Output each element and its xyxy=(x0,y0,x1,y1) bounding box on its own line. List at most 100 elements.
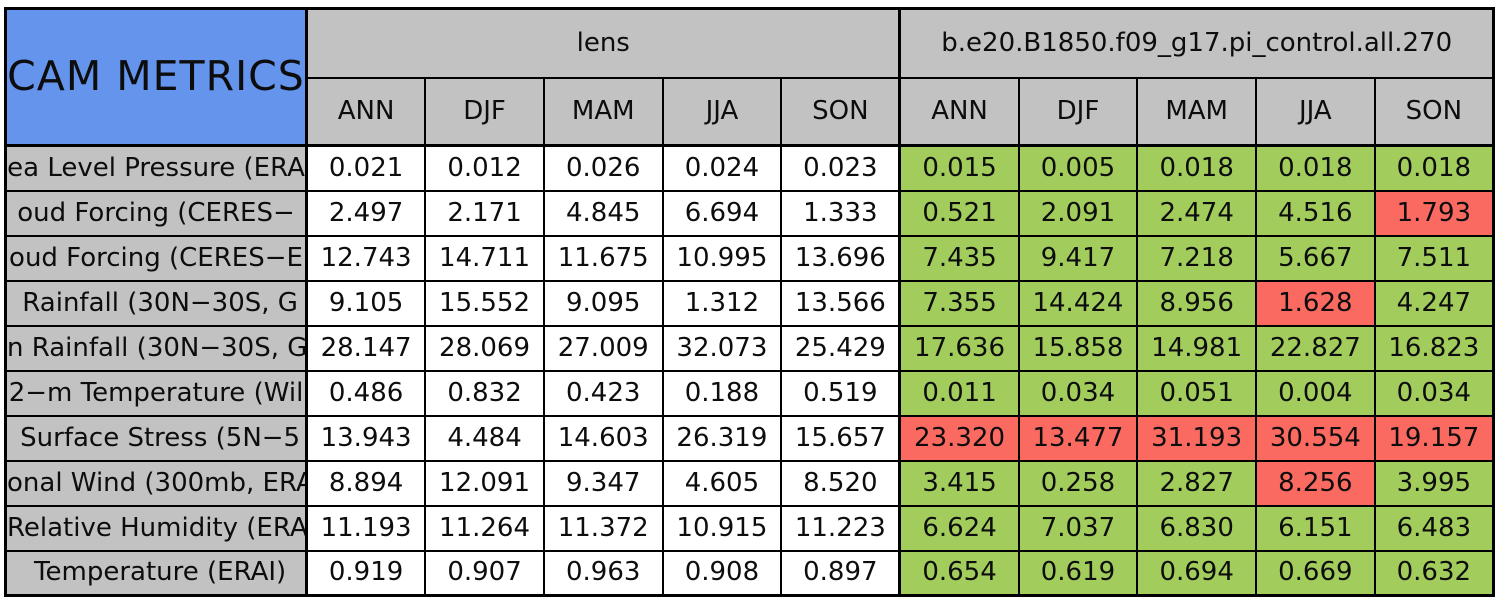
table-row: Relative Humidity (ERAI 11.193 11.264 11.37… xyxy=(4,504,1495,552)
column-group-lens: lens xyxy=(304,7,901,79)
control-value-cell: 3.995 xyxy=(1373,459,1495,507)
control-value-cell: 0.018 xyxy=(1373,144,1495,192)
season-header: ANN xyxy=(305,76,427,147)
control-value-cell: 0.619 xyxy=(1017,549,1139,597)
control-value-cell: 0.694 xyxy=(1136,549,1257,597)
lens-value-cell: 6.694 xyxy=(661,189,783,237)
lens-value-cell: 0.012 xyxy=(424,144,545,192)
control-value-cell: 8.256 xyxy=(1255,459,1376,507)
table-row: Rainfall (30N−30S, G 9.105 15.552 9.095 1.31… xyxy=(4,279,1495,327)
control-value-cell: 22.827 xyxy=(1255,324,1376,372)
lens-value-cell: 8.894 xyxy=(305,459,427,507)
control-value-cell: 3.415 xyxy=(898,459,1020,507)
season-header-row: ANN DJF MAM JJA SON ANN DJF MAM JJA SON xyxy=(6,76,1495,147)
lens-value-cell: 14.603 xyxy=(542,414,664,462)
control-value-cell: 0.632 xyxy=(1373,549,1495,597)
lens-value-cell: 11.223 xyxy=(780,504,901,552)
control-value-cell: 4.247 xyxy=(1373,279,1495,327)
lens-value-cell: 13.696 xyxy=(780,234,901,282)
lens-value-cell: 0.832 xyxy=(424,369,545,417)
control-value-cell: 2.474 xyxy=(1136,189,1257,237)
control-value-cell: 0.034 xyxy=(1017,369,1139,417)
lens-value-cell: 13.943 xyxy=(305,414,427,462)
metric-label: n Rainfall (30N−30S, G xyxy=(4,324,308,372)
season-header: SON xyxy=(1373,76,1495,147)
group-header-row: CAM METRICS lens b.e20.B1850.f09_g17.pi_… xyxy=(4,7,1495,147)
control-value-cell: 6.830 xyxy=(1136,504,1257,552)
lens-value-cell: 28.069 xyxy=(424,324,545,372)
control-value-cell: 7.435 xyxy=(898,234,1020,282)
control-value-cell: 13.477 xyxy=(1017,414,1139,462)
table-row: onal Wind (300mb, ERA 8.894 12.091 9.347 4.6… xyxy=(4,459,1495,507)
control-value-cell: 2.827 xyxy=(1136,459,1257,507)
control-value-cell: 5.667 xyxy=(1255,234,1376,282)
metric-label: Rainfall (30N−30S, G xyxy=(4,279,308,327)
lens-value-cell: 10.995 xyxy=(661,234,783,282)
lens-value-cell: 0.908 xyxy=(661,549,783,597)
lens-value-cell: 0.023 xyxy=(780,144,901,192)
control-value-cell: 0.011 xyxy=(898,369,1020,417)
control-value-cell: 0.004 xyxy=(1255,369,1376,417)
control-value-cell: 17.636 xyxy=(898,324,1020,372)
control-value-cell: 0.051 xyxy=(1136,369,1257,417)
lens-value-cell: 0.021 xyxy=(305,144,427,192)
lens-value-cell: 11.372 xyxy=(542,504,664,552)
table-row: n Rainfall (30N−30S, G 28.147 28.069 27.009… xyxy=(4,324,1495,372)
control-value-cell: 0.015 xyxy=(898,144,1020,192)
control-value-cell: 0.018 xyxy=(1255,144,1376,192)
control-value-cell: 15.858 xyxy=(1017,324,1139,372)
control-value-cell: 16.823 xyxy=(1373,324,1495,372)
season-header: SON xyxy=(780,76,901,147)
cam-metrics-table: CAM METRICS lens b.e20.B1850.f09_g17.pi_… xyxy=(4,7,1495,597)
control-value-cell: 19.157 xyxy=(1373,414,1495,462)
season-header: DJF xyxy=(424,76,545,147)
metric-label: oud Forcing (CERES−E xyxy=(4,234,308,282)
lens-value-cell: 25.429 xyxy=(780,324,901,372)
lens-value-cell: 0.919 xyxy=(305,549,427,597)
control-value-cell: 6.151 xyxy=(1255,504,1376,552)
control-value-cell: 0.654 xyxy=(898,549,1020,597)
metric-label: Relative Humidity (ERAI xyxy=(4,504,308,552)
lens-value-cell: 15.552 xyxy=(424,279,545,327)
control-value-cell: 0.018 xyxy=(1136,144,1257,192)
metrics-table-body: CAM METRICS lens b.e20.B1850.f09_g17.pi_… xyxy=(4,7,1495,597)
lens-value-cell: 0.026 xyxy=(542,144,664,192)
lens-value-cell: 14.711 xyxy=(424,234,545,282)
lens-value-cell: 12.091 xyxy=(424,459,545,507)
lens-value-cell: 9.347 xyxy=(542,459,664,507)
lens-value-cell: 8.520 xyxy=(780,459,901,507)
lens-value-cell: 0.188 xyxy=(661,369,783,417)
control-value-cell: 30.554 xyxy=(1255,414,1376,462)
season-header: DJF xyxy=(1017,76,1139,147)
lens-value-cell: 27.009 xyxy=(542,324,664,372)
control-value-cell: 8.956 xyxy=(1136,279,1257,327)
lens-value-cell: 10.915 xyxy=(661,504,783,552)
control-value-cell: 1.628 xyxy=(1255,279,1376,327)
metric-label: oud Forcing (CERES− xyxy=(4,189,308,237)
control-value-cell: 0.258 xyxy=(1017,459,1139,507)
lens-value-cell: 9.105 xyxy=(305,279,427,327)
metric-label: Temperature (ERAI) xyxy=(4,549,308,597)
lens-value-cell: 0.519 xyxy=(780,369,901,417)
control-value-cell: 0.669 xyxy=(1255,549,1376,597)
season-header: JJA xyxy=(1255,76,1376,147)
control-value-cell: 23.320 xyxy=(898,414,1020,462)
metric-label: 2−m Temperature (Wil xyxy=(4,369,308,417)
table-row: ea Level Pressure (ERA 0.021 0.012 0.026 0.0… xyxy=(4,144,1495,192)
lens-value-cell: 2.171 xyxy=(424,189,545,237)
season-header: MAM xyxy=(1136,76,1257,147)
control-value-cell: 7.355 xyxy=(898,279,1020,327)
lens-value-cell: 12.743 xyxy=(305,234,427,282)
control-value-cell: 4.516 xyxy=(1255,189,1376,237)
lens-value-cell: 1.333 xyxy=(780,189,901,237)
lens-value-cell: 13.566 xyxy=(780,279,901,327)
season-header: JJA xyxy=(661,76,783,147)
lens-value-cell: 9.095 xyxy=(542,279,664,327)
control-value-cell: 14.424 xyxy=(1017,279,1139,327)
lens-value-cell: 11.264 xyxy=(424,504,545,552)
lens-value-cell: 0.423 xyxy=(542,369,664,417)
lens-value-cell: 4.484 xyxy=(424,414,545,462)
control-value-cell: 0.034 xyxy=(1373,369,1495,417)
column-group-control: b.e20.B1850.f09_g17.pi_control.all.270 xyxy=(898,7,1495,79)
